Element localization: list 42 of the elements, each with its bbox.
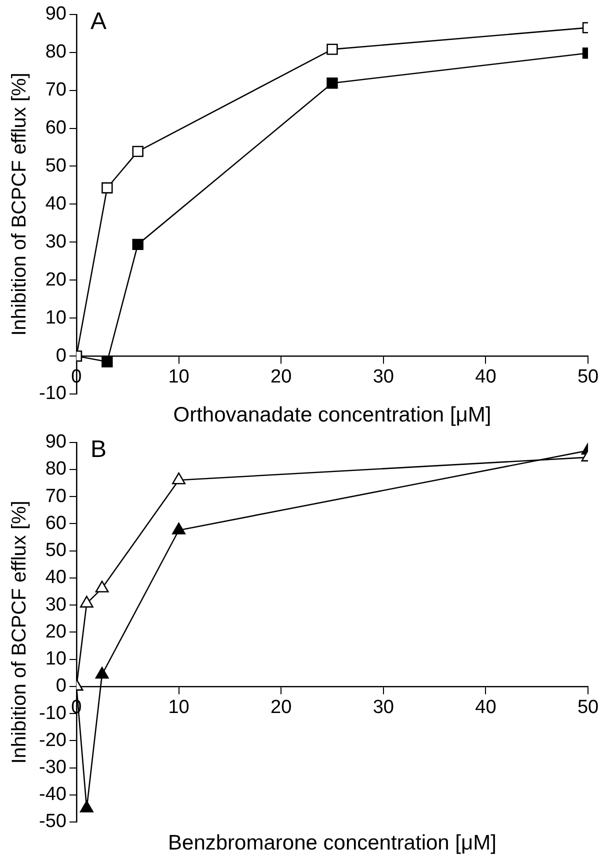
y-axis-title: Inhibition of BCPCF efflux [%] [8, 72, 31, 336]
annotation: B [90, 436, 106, 464]
x-tick-label: 40 [475, 366, 496, 388]
x-axis-title: Orthovanadate concentration [μM] [173, 403, 492, 426]
y-tick-label: 0 [56, 676, 66, 697]
y-tick-label: -20 [38, 730, 66, 751]
x-tick-label: 30 [372, 366, 394, 388]
y-tick-label: 30 [45, 231, 66, 252]
y-tick-label: 40 [45, 567, 66, 588]
y-tick-label: 90 [45, 4, 66, 25]
y-tick-label: 50 [45, 540, 66, 562]
x-tick-label: 20 [270, 366, 292, 388]
y-axis-title: Inhibition of BCPCF efflux [%] [8, 500, 31, 764]
y-tick-label: 10 [45, 307, 66, 328]
y-tick-label: 20 [45, 621, 66, 642]
x-tick-label: 50 [577, 697, 599, 718]
x-tick-label: 40 [475, 697, 496, 718]
y-tick-label: 60 [45, 118, 66, 139]
y-tick-label: 50 [45, 155, 66, 176]
y-tick-label: 70 [45, 80, 66, 101]
y-tick-label: 70 [45, 486, 66, 507]
x-tick-label: 10 [168, 366, 190, 388]
x-axis-title: Benzbromarone concentration [μM] [168, 831, 496, 854]
y-tick-label: 40 [45, 193, 66, 214]
y-tick-label: 80 [45, 42, 66, 63]
x-tick-label: 30 [372, 697, 394, 718]
y-tick-label: -10 [38, 702, 66, 724]
y-tick-label: 60 [45, 512, 66, 534]
y-tick-label: -50 [38, 811, 66, 832]
y-tick-label: 0 [56, 345, 66, 366]
y-tick-label: 30 [45, 594, 66, 616]
y-tick-label: -10 [38, 383, 66, 404]
x-tick-label: 10 [168, 697, 190, 718]
y-tick-label: 90 [45, 432, 66, 453]
annotation: A [90, 8, 106, 36]
x-tick-label: 50 [577, 366, 599, 388]
y-tick-label: -40 [38, 784, 66, 806]
y-tick-label: 20 [45, 269, 66, 290]
x-tick-label: 20 [270, 697, 292, 718]
y-tick-label: -30 [38, 757, 66, 778]
y-tick-label: 10 [45, 648, 66, 670]
y-tick-label: 80 [45, 458, 66, 480]
